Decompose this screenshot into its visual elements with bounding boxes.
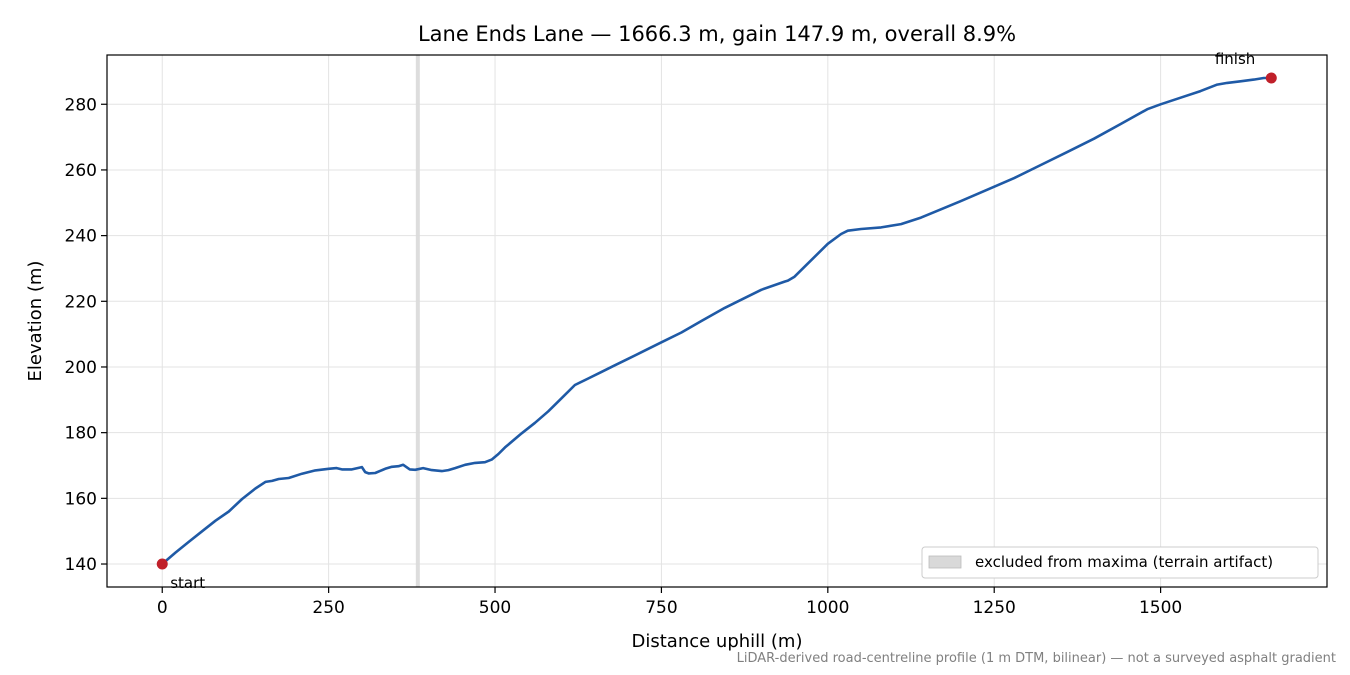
y-tick-label: 160 bbox=[65, 489, 97, 509]
y-tick-label: 240 bbox=[65, 227, 97, 247]
legend: excluded from maxima (terrain artifact) bbox=[921, 546, 1319, 579]
x-tick-label: 500 bbox=[479, 598, 511, 618]
x-axis-label: Distance uphill (m) bbox=[632, 631, 803, 652]
chart-title: Lane Ends Lane — 1666.3 m, gain 147.9 m,… bbox=[418, 22, 1016, 46]
finish-point bbox=[1265, 72, 1277, 84]
x-tick-label: 1500 bbox=[1139, 598, 1182, 618]
y-tick-label: 260 bbox=[65, 161, 97, 181]
axis-ticks: 0 250 500 750 1000 1250 1500 140 160 180 200 220 240… bbox=[65, 95, 1183, 618]
legend-swatch bbox=[928, 555, 962, 569]
y-tick-label: 140 bbox=[65, 555, 97, 575]
series-group: start finish bbox=[156, 50, 1277, 592]
y-tick-label: 200 bbox=[65, 358, 97, 378]
x-tick-label: 750 bbox=[645, 598, 677, 618]
y-tick-label: 180 bbox=[65, 424, 97, 444]
elevation-line bbox=[161, 76, 1272, 565]
excluded-region-band bbox=[415, 55, 420, 587]
legend-frame bbox=[921, 546, 1319, 579]
footnote: LiDAR-derived road-centreline profile (1… bbox=[736, 651, 1336, 666]
grid-lines bbox=[107, 55, 1327, 587]
y-tick-label: 280 bbox=[65, 95, 97, 115]
x-tick-label: 250 bbox=[312, 598, 344, 618]
x-tick-label: 1000 bbox=[806, 598, 849, 618]
x-tick-label: 1250 bbox=[973, 598, 1016, 618]
plot-frame bbox=[106, 54, 1328, 588]
start-point bbox=[156, 558, 168, 570]
legend-label: excluded from maxima (terrain artifact) bbox=[975, 553, 1273, 571]
start-label: start bbox=[170, 574, 205, 592]
finish-label: finish bbox=[1215, 50, 1255, 68]
x-tick-label: 0 bbox=[157, 598, 168, 618]
y-axis-label: Elevation (m) bbox=[25, 261, 46, 382]
y-tick-label: 220 bbox=[65, 292, 97, 312]
